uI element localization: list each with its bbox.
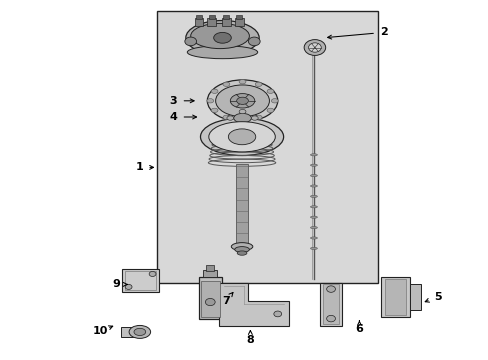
- Bar: [385, 279, 405, 315]
- Ellipse shape: [266, 108, 273, 112]
- Ellipse shape: [239, 109, 245, 114]
- Ellipse shape: [223, 115, 229, 120]
- Ellipse shape: [185, 21, 259, 55]
- Ellipse shape: [205, 298, 215, 306]
- Text: 5: 5: [433, 292, 441, 302]
- Ellipse shape: [248, 37, 260, 46]
- Ellipse shape: [326, 315, 335, 322]
- Ellipse shape: [129, 325, 150, 338]
- Bar: [236, 15, 242, 19]
- Ellipse shape: [236, 97, 248, 104]
- Ellipse shape: [310, 195, 317, 198]
- Bar: [157, 11, 377, 283]
- Ellipse shape: [211, 108, 218, 112]
- Ellipse shape: [310, 247, 317, 249]
- Ellipse shape: [223, 82, 229, 86]
- Ellipse shape: [304, 40, 325, 55]
- Ellipse shape: [227, 110, 257, 126]
- Ellipse shape: [266, 89, 273, 94]
- Text: 8: 8: [246, 335, 254, 345]
- Ellipse shape: [207, 80, 277, 122]
- Bar: [196, 15, 202, 19]
- Text: 2: 2: [379, 27, 387, 37]
- Ellipse shape: [308, 43, 321, 52]
- Ellipse shape: [237, 251, 246, 255]
- Polygon shape: [219, 283, 288, 326]
- Ellipse shape: [231, 243, 252, 251]
- Ellipse shape: [273, 311, 281, 317]
- Ellipse shape: [187, 46, 257, 59]
- Ellipse shape: [239, 80, 245, 84]
- Ellipse shape: [226, 116, 233, 120]
- Ellipse shape: [251, 116, 258, 120]
- Bar: [208, 15, 214, 19]
- Bar: [320, 283, 341, 326]
- Bar: [124, 271, 156, 290]
- Ellipse shape: [239, 122, 245, 127]
- Ellipse shape: [310, 154, 317, 156]
- Ellipse shape: [255, 82, 262, 86]
- Ellipse shape: [228, 129, 255, 145]
- Ellipse shape: [310, 226, 317, 229]
- Text: 6: 6: [355, 324, 363, 334]
- Ellipse shape: [255, 115, 262, 120]
- Bar: [234, 18, 243, 26]
- Ellipse shape: [125, 284, 132, 289]
- Bar: [122, 269, 159, 292]
- Ellipse shape: [213, 32, 231, 43]
- Bar: [121, 327, 136, 337]
- Text: 1: 1: [135, 162, 143, 172]
- Ellipse shape: [230, 94, 254, 108]
- Bar: [203, 270, 217, 277]
- Ellipse shape: [310, 206, 317, 208]
- Bar: [322, 284, 339, 324]
- Bar: [222, 18, 230, 26]
- Ellipse shape: [310, 216, 317, 218]
- Text: 7: 7: [222, 296, 229, 306]
- Ellipse shape: [239, 118, 245, 122]
- Ellipse shape: [211, 89, 218, 94]
- Ellipse shape: [149, 271, 156, 276]
- Bar: [409, 284, 420, 310]
- Bar: [198, 277, 222, 319]
- Ellipse shape: [206, 99, 213, 103]
- Ellipse shape: [233, 113, 251, 123]
- Ellipse shape: [234, 247, 249, 252]
- Bar: [201, 281, 219, 317]
- Bar: [223, 15, 229, 19]
- Bar: [207, 18, 216, 26]
- Ellipse shape: [215, 85, 269, 117]
- Ellipse shape: [310, 164, 317, 166]
- Ellipse shape: [326, 286, 335, 292]
- Ellipse shape: [271, 99, 278, 103]
- Ellipse shape: [190, 23, 249, 49]
- Ellipse shape: [310, 185, 317, 187]
- Bar: [381, 277, 409, 317]
- Bar: [236, 164, 247, 247]
- Ellipse shape: [310, 175, 317, 177]
- Text: 9: 9: [112, 279, 120, 289]
- Ellipse shape: [310, 237, 317, 239]
- Ellipse shape: [184, 37, 196, 46]
- Ellipse shape: [200, 118, 283, 156]
- Text: 4: 4: [169, 112, 177, 122]
- Text: 10: 10: [92, 326, 108, 336]
- Bar: [206, 265, 214, 271]
- Text: 3: 3: [169, 96, 177, 106]
- Ellipse shape: [208, 122, 275, 152]
- Ellipse shape: [134, 328, 145, 336]
- Bar: [194, 18, 203, 26]
